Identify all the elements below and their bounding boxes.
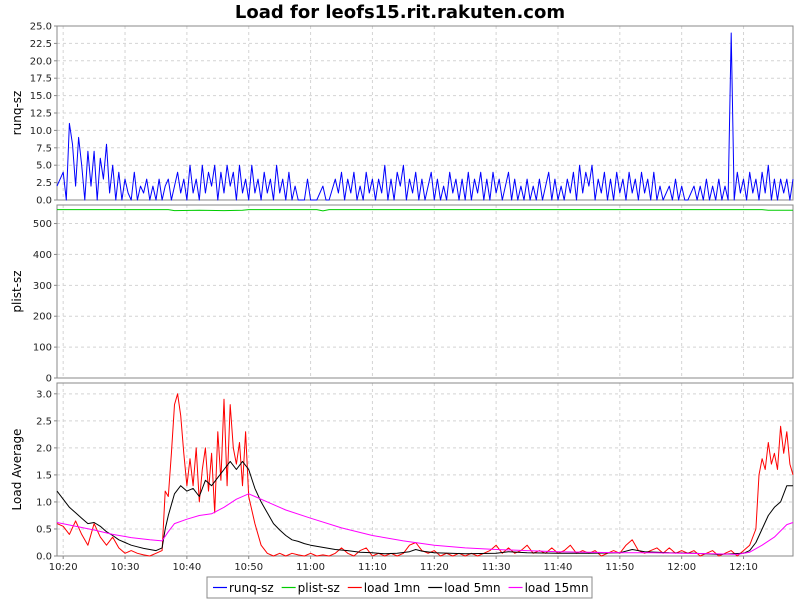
y-axis-label: Load Average bbox=[10, 429, 24, 511]
y-tick-label: 300 bbox=[33, 281, 52, 292]
y-tick-label: 3.0 bbox=[36, 389, 52, 400]
y-tick-label: 100 bbox=[33, 343, 52, 354]
plot-frame bbox=[56, 204, 794, 379]
x-tick-label: 11:50 bbox=[605, 562, 634, 573]
legend-box bbox=[206, 576, 593, 599]
y-tick-label: 0.5 bbox=[36, 524, 52, 535]
y-tick-label: 2.5 bbox=[36, 178, 52, 189]
y-tick-label: 1.0 bbox=[36, 497, 52, 508]
y-tick-label: 15.0 bbox=[30, 91, 52, 102]
y-tick-label: 22.5 bbox=[30, 39, 52, 50]
y-tick-label: 0 bbox=[46, 374, 52, 385]
y-tick-label: 17.5 bbox=[30, 74, 52, 85]
legend-label: plist-sz bbox=[298, 581, 340, 595]
plot-area bbox=[57, 383, 793, 556]
x-tick-label: 12:00 bbox=[667, 562, 696, 573]
panel-load: 0.0 0.5 1.0 1.5 2.0 2.5 3.0 Load Average bbox=[10, 382, 794, 563]
legend-label: runq-sz bbox=[229, 581, 274, 595]
series-line-runq-sz bbox=[56, 32, 794, 201]
y-axis-label: runq-sz bbox=[10, 91, 24, 136]
y-tick-label: 12.5 bbox=[30, 109, 52, 120]
y-tick-label: 20.0 bbox=[30, 56, 52, 67]
plot-area bbox=[57, 205, 793, 378]
panel-plist: 0 100 200 300 400 500 plist-sz bbox=[10, 204, 794, 385]
chart-panels: 0.0 2.5 5.0 7.5 10.0 12.5 15.0 17.5 20.0 22.5 25.0… bbox=[10, 22, 794, 563]
legend-label: load 5mn bbox=[444, 581, 500, 595]
y-tick-label: 0.0 bbox=[36, 552, 52, 563]
y-tick-label: 0.0 bbox=[36, 196, 52, 207]
plot-frame bbox=[56, 382, 794, 557]
x-tick-label: 11:00 bbox=[296, 562, 325, 573]
y-tick-label: 2.5 bbox=[36, 416, 52, 427]
y-tick-label: 5.0 bbox=[36, 161, 52, 172]
legend-label: load 15mn bbox=[525, 581, 589, 595]
y-tick-label: 400 bbox=[33, 250, 52, 261]
y-tick-label: 25.0 bbox=[30, 22, 52, 33]
x-tick-label: 10:50 bbox=[234, 562, 263, 573]
y-tick-label: 2.0 bbox=[36, 443, 52, 454]
series-line-load-5mn bbox=[56, 460, 793, 555]
y-tick-label: 200 bbox=[33, 312, 52, 323]
x-tick-label: 12:10 bbox=[729, 562, 758, 573]
x-tick-label: 11:30 bbox=[482, 562, 511, 573]
panel-runq: 0.0 2.5 5.0 7.5 10.0 12.5 15.0 17.5 20.0 22.5 25.0… bbox=[10, 22, 794, 207]
chart-title: Load for leofs15.rit.rakuten.com bbox=[235, 2, 565, 23]
y-tick-label: 500 bbox=[33, 219, 52, 230]
series-line-load-15mn bbox=[56, 493, 794, 555]
legend: runq-sz plist-sz load 1mn load 5mn load 15mn bbox=[206, 576, 593, 599]
x-axis: 10:20 10:30 10:40 10:50 11:00 11:10 11:20 11:30… bbox=[49, 556, 758, 573]
x-tick-label: 11:40 bbox=[544, 562, 573, 573]
x-tick-label: 11:20 bbox=[420, 562, 449, 573]
legend-label: load 1mn bbox=[364, 581, 420, 595]
x-tick-label: 10:30 bbox=[111, 562, 140, 573]
y-tick-label: 1.5 bbox=[36, 470, 52, 481]
series-line-plist-sz bbox=[57, 209, 793, 212]
x-tick-label: 11:10 bbox=[358, 562, 387, 573]
x-tick-label: 10:40 bbox=[172, 562, 201, 573]
y-tick-label: 7.5 bbox=[36, 143, 52, 154]
y-tick-label: 10.0 bbox=[30, 126, 52, 137]
x-tick-label: 10:20 bbox=[49, 562, 78, 573]
y-axis-label: plist-sz bbox=[10, 270, 24, 312]
